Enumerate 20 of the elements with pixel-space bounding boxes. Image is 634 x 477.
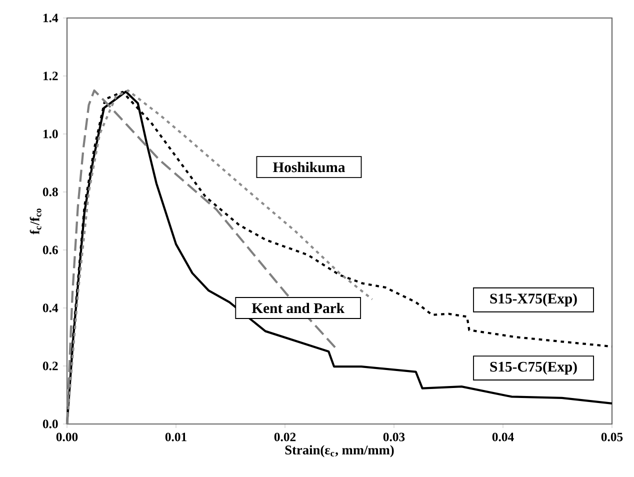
x-axis-title: Strain(ε$_{c}$, mm/mm) bbox=[285, 445, 394, 458]
y-axis-title: f$_{c}$/f$_{co}$ bbox=[30, 208, 42, 234]
series-label: S15-X75(Exp) bbox=[490, 293, 577, 307]
text: Hoshikuma bbox=[272, 162, 346, 172]
x-tick-label: 0.00 bbox=[56, 432, 78, 442]
y-tick-label: 0.0 bbox=[42, 420, 58, 428]
series-label: Kent and Park bbox=[252, 302, 344, 314]
x-tick-label: 0.02 bbox=[274, 432, 296, 442]
x-tick-label: 0.01 bbox=[165, 432, 186, 442]
y-tick-label: 1.4 bbox=[43, 14, 58, 22]
y-tick-label: 1.0 bbox=[43, 130, 58, 138]
x-tick-label: 0.03 bbox=[383, 432, 405, 442]
y-tick-label: 0.2 bbox=[42, 362, 58, 370]
x-tick-label: 0.05 bbox=[601, 432, 623, 442]
y-tick-label: 0.6 bbox=[42, 246, 58, 254]
y-tick-label: 0.8 bbox=[42, 188, 58, 196]
y-tick-label: 0.4 bbox=[42, 304, 58, 312]
x-tick-label: 0.04 bbox=[492, 432, 514, 442]
series-label: S15-C75(Exp) bbox=[490, 361, 577, 375]
y-tick-label: 1.2 bbox=[43, 72, 58, 80]
